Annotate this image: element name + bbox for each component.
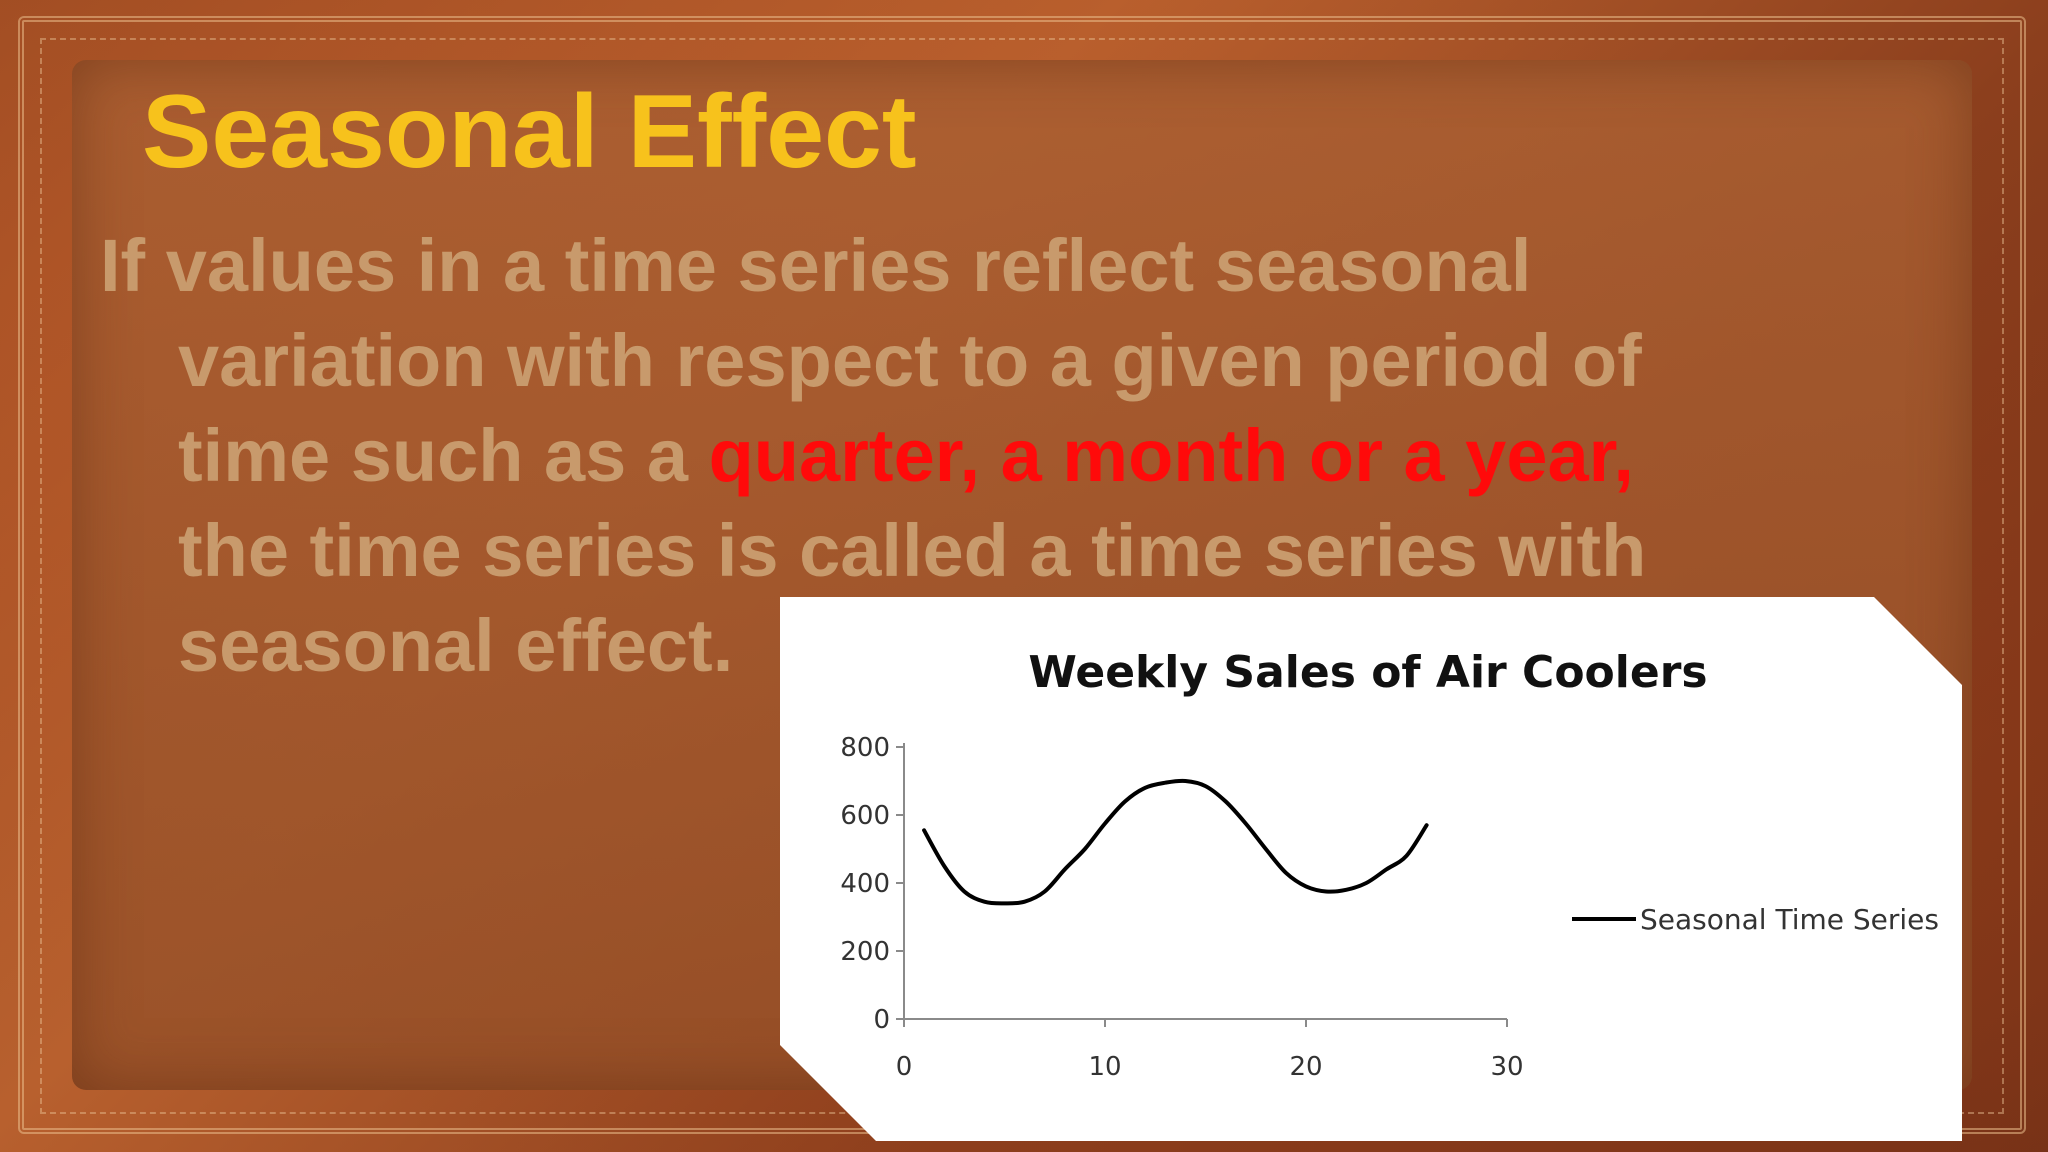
x-tick-label: 0 (896, 1052, 913, 1082)
body-line-1-text: If values in a time series reflect seaso… (100, 224, 1532, 307)
x-tick-label: 10 (1088, 1052, 1121, 1082)
series-line-seasonal-time-series (922, 778, 1429, 906)
body-line-2: variation with respect to a given period… (100, 313, 1820, 408)
chart-title: Weekly Sales of Air Coolers (1028, 647, 1707, 698)
body-line-5-text: seasonal effect. (178, 604, 734, 687)
body-line-5: seasonal effect. (100, 598, 1820, 693)
chart-legend: Seasonal Time Series (1572, 903, 1939, 936)
slide-body: If values in a time series reflect seaso… (100, 218, 1820, 693)
y-tick-label: 800 (840, 733, 890, 763)
body-line-3: time such as a quarter, a month or a yea… (100, 408, 1820, 503)
legend-label: Seasonal Time Series (1640, 903, 1939, 936)
chart-series-layer (922, 778, 1429, 906)
y-tick-label: 200 (840, 937, 890, 967)
chart-card: Weekly Sales of Air Coolers 0 200 400 600 80… (780, 597, 1962, 1141)
line-chart: Weekly Sales of Air Coolers 020040060080… (840, 647, 1939, 1082)
body-line-4-text: the time series is called a time series … (178, 509, 1647, 592)
y-tick-label: 0 (873, 1005, 890, 1035)
body-line-4: the time series is called a time series … (100, 503, 1820, 598)
body-line-2-text: variation with respect to a given period… (178, 319, 1642, 402)
slide-title: Seasonal Effect (142, 74, 917, 190)
body-line-3-highlight: quarter, a month or a year, (708, 414, 1634, 497)
y-tick-label: 400 (840, 869, 890, 899)
chart-axes: 0 200 400 600 800 0 10 20 30 (840, 733, 1523, 1082)
x-tick-label: 20 (1289, 1052, 1322, 1082)
y-tick-label: 600 (840, 801, 890, 831)
body-line-3-text: time such as a (178, 414, 709, 497)
x-tick-label: 30 (1490, 1052, 1523, 1082)
body-line-1: If values in a time series reflect seaso… (100, 218, 1820, 313)
